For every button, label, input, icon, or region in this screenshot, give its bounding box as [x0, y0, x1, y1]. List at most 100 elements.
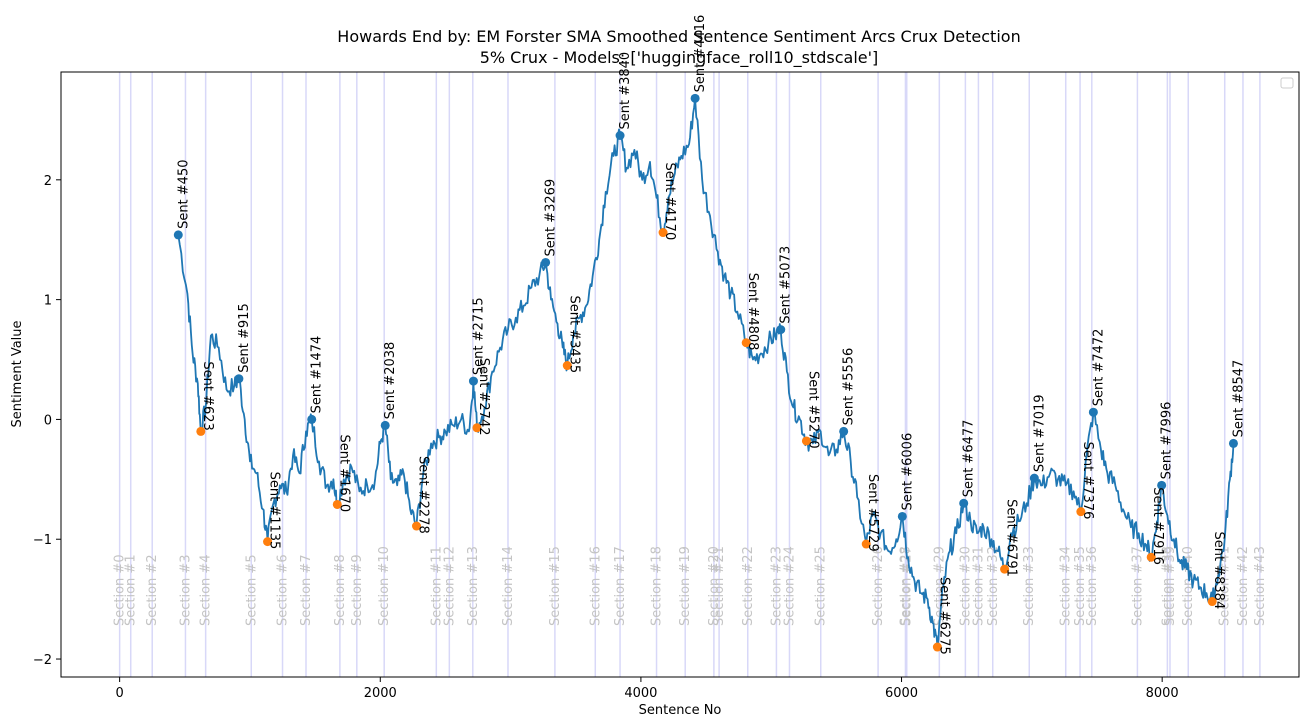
- peak-label: Sent #1474: [310, 336, 325, 414]
- valley-point: [1207, 597, 1217, 607]
- y-tick-label: 0: [44, 413, 52, 428]
- valley-point: [472, 423, 482, 433]
- peak-point: [541, 257, 551, 267]
- section-label: Section #25: [814, 546, 829, 626]
- section-label: Section #30: [958, 546, 973, 626]
- valley-label: Sent #3435: [566, 296, 581, 374]
- section-label: Section #33: [1022, 546, 1037, 626]
- section-label: Section #5: [244, 554, 259, 626]
- peak-label: Sent #3269: [544, 179, 559, 257]
- section-label: Section #41: [1218, 546, 1233, 626]
- x-tick-label: 2000: [364, 686, 397, 701]
- section-label: Section #42: [1236, 546, 1251, 626]
- peak-point: [615, 130, 625, 140]
- section-label: Section #18: [650, 546, 665, 626]
- valley-point: [741, 338, 751, 348]
- valley-label: Sent #7376: [1080, 442, 1095, 520]
- peak-label: Sent #6006: [900, 433, 915, 511]
- section-label: Section #14: [501, 546, 516, 626]
- section-label: Section #9: [350, 554, 365, 626]
- section-label: Section #32: [986, 546, 1001, 626]
- valley-label: Sent #1670: [336, 434, 351, 512]
- section-label: Section #28: [898, 546, 913, 626]
- axes: 0 2000 4000 6000 8000 −2 −1 0 1 2: [33, 174, 1179, 701]
- section-label: Section #2: [145, 554, 160, 626]
- valley-label: Sent #6791: [1004, 499, 1019, 577]
- section-label: Section #12: [442, 546, 457, 626]
- peak-label: Sent #6477: [962, 420, 977, 498]
- x-axis-label: Sentence No: [639, 703, 722, 718]
- section-label: Section #13: [466, 546, 481, 626]
- section-label: Section #29: [932, 546, 947, 626]
- peak-point: [959, 498, 969, 508]
- peak-point: [1157, 480, 1167, 490]
- peak-point: [1088, 407, 1098, 417]
- chart-title: Howards End by: EM Forster SMA Smoothed …: [337, 27, 1020, 46]
- peak-label: Sent #2038: [383, 342, 398, 420]
- peak-point: [468, 376, 478, 386]
- peak-label: Sent #450: [176, 159, 191, 228]
- section-label: Section #8: [333, 554, 348, 626]
- section-label: Section #21: [712, 546, 727, 626]
- x-tick-label: 6000: [885, 686, 918, 701]
- section-label: Section #11: [429, 546, 444, 626]
- section-label: Section #10: [377, 546, 392, 626]
- crux-points: [173, 93, 1238, 652]
- section-label: Section #27: [900, 546, 915, 626]
- valley-label: Sent #5729: [865, 474, 880, 552]
- section-label: Section #4: [199, 554, 214, 626]
- valley-label: Sent #2742: [476, 358, 491, 436]
- section-label: Section #0: [113, 554, 128, 626]
- valley-point: [932, 642, 942, 652]
- y-axis-label: Sentiment Value: [10, 320, 25, 427]
- section-label: Section #26: [871, 546, 886, 626]
- valley-point: [1000, 564, 1010, 574]
- peak-point: [1029, 473, 1039, 483]
- section-label: Section #35: [1073, 546, 1088, 626]
- valley-point: [263, 537, 273, 547]
- section-label: Section #15: [548, 546, 563, 626]
- section-label: Section #43: [1253, 546, 1268, 626]
- valley-point: [1076, 507, 1086, 517]
- valley-label: Sent #6275: [936, 577, 951, 655]
- section-label: Section #3: [178, 554, 193, 626]
- valley-label: Sent #2278: [416, 456, 431, 534]
- peak-label: Sent #7019: [1032, 394, 1047, 472]
- valley-label: Sent #1135: [267, 472, 282, 550]
- x-tick-label: 4000: [624, 686, 657, 701]
- peak-point: [234, 374, 244, 384]
- peak-point: [690, 93, 700, 103]
- section-label: Section #39: [1163, 546, 1178, 626]
- section-label: Section #7: [299, 554, 314, 626]
- valley-point: [562, 361, 572, 371]
- valley-label: Sent #8384: [1211, 532, 1226, 610]
- section-label: Section #23: [769, 546, 784, 626]
- chart-subtitle: 5% Crux - Models: ['huggingface_roll10_s…: [480, 48, 879, 68]
- section-label: Section #22: [741, 546, 756, 626]
- valley-point: [861, 539, 871, 549]
- section-label: Section #37: [1130, 546, 1145, 626]
- peak-point: [307, 414, 317, 424]
- peak-label: Sent #915: [237, 303, 252, 372]
- y-tick-label: −1: [33, 533, 52, 548]
- valley-point: [1146, 552, 1156, 562]
- x-tick-label: 0: [116, 686, 124, 701]
- section-label: Section #31: [971, 546, 986, 626]
- valley-label: Sent #4170: [662, 163, 677, 241]
- section-label: Section #19: [678, 546, 693, 626]
- section-label: Section #20: [707, 546, 722, 626]
- section-label: Section #38: [1160, 546, 1175, 626]
- peak-point: [776, 325, 786, 335]
- peak-label: Sent #5073: [779, 246, 794, 324]
- valley-point: [196, 426, 206, 436]
- valley-point: [801, 436, 811, 446]
- valley-point: [332, 499, 342, 509]
- peak-label: Sent #3840: [618, 52, 633, 130]
- peak-label: Sent #7472: [1091, 329, 1106, 407]
- section-label: Section #1: [124, 554, 139, 626]
- peak-point: [173, 230, 183, 240]
- x-tick-label: 8000: [1146, 686, 1179, 701]
